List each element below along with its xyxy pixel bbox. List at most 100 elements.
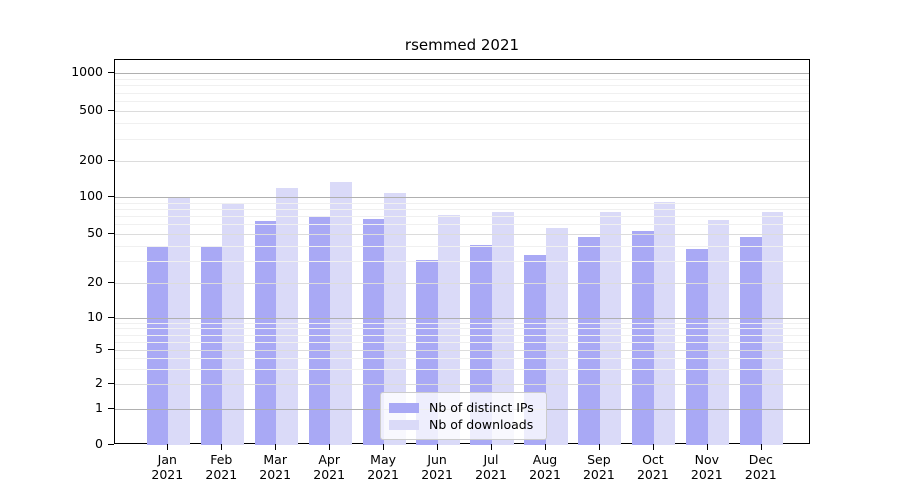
y-tick-mark-200 (108, 160, 114, 161)
bar-distinct-ips-feb (200, 245, 223, 445)
y-tick-label-500: 500 (79, 102, 103, 117)
gridlines-layer (115, 60, 809, 443)
y-tick-label-2: 2 (95, 375, 103, 390)
bar-downloads-aug (546, 228, 568, 445)
gridline-400 (115, 123, 809, 125)
gridline-6 (115, 341, 809, 343)
gridline-8 (115, 328, 809, 330)
y-tick-label-10: 10 (87, 309, 103, 324)
bar-distinct-ips-nov (686, 248, 708, 445)
y-tick-label-20: 20 (87, 274, 103, 289)
x-tick-label-jul: Jul 2021 (475, 452, 507, 482)
gridline-10 (115, 318, 809, 319)
gridline-9 (115, 322, 809, 324)
y-tick-label-1: 1 (95, 400, 103, 415)
bar-downloads-apr (330, 182, 352, 445)
bar-downloads-dec (761, 211, 784, 445)
y-tick-mark-5 (108, 349, 114, 350)
gridline-20 (115, 283, 809, 284)
y-tick-label-1000: 1000 (71, 64, 103, 79)
bar-distinct-ips-may (362, 219, 385, 445)
bar-downloads-jun (438, 215, 460, 445)
legend-label-distinct-ips: Nb of distinct IPs (429, 400, 534, 415)
gridline-700 (115, 92, 809, 94)
bar-downloads-jan (168, 196, 190, 445)
x-tick-label-may: May 2021 (367, 452, 399, 482)
y-tick-mark-20 (108, 282, 114, 283)
gridline-2 (115, 384, 809, 385)
x-tick-mark-mar (275, 444, 277, 450)
bar-downloads-mar (276, 188, 298, 445)
bar-downloads-may (384, 193, 406, 445)
y-tick-mark-10 (108, 317, 114, 318)
bar-distinct-ips-apr (308, 216, 331, 445)
y-tick-mark-1 (108, 408, 114, 409)
y-tick-label-5: 5 (95, 341, 103, 356)
legend: Nb of distinct IPs Nb of downloads (380, 392, 547, 440)
legend-entry-distinct-ips: Nb of distinct IPs (389, 399, 534, 416)
gridline-600 (115, 101, 809, 102)
legend-entry-downloads: Nb of downloads (389, 416, 534, 433)
x-tick-label-oct: Oct 2021 (636, 452, 669, 482)
gridline-500 (115, 111, 809, 112)
y-tick-label-50: 50 (87, 225, 103, 240)
y-tick-mark-1000 (108, 72, 114, 73)
gridline-3 (115, 369, 809, 370)
gridline-300 (115, 138, 809, 140)
x-tick-mark-jan (167, 444, 169, 450)
x-tick-label-aug: Aug 2021 (529, 452, 561, 482)
y-tick-mark-50 (108, 233, 114, 234)
gridline-5 (115, 350, 809, 351)
bar-distinct-ips-mar (254, 220, 277, 445)
x-tick-mark-jul (491, 444, 492, 450)
legend-label-downloads: Nb of downloads (429, 417, 534, 432)
legend-swatch-distinct-ips (389, 402, 419, 413)
y-tick-mark-100 (108, 196, 114, 197)
x-tick-label-jan: Jan 2021 (151, 452, 184, 482)
gridline-100 (115, 197, 809, 198)
y-tick-mark-2 (108, 383, 114, 384)
bar-distinct-ips-jan (146, 247, 169, 445)
x-tick-label-mar: Mar 2021 (259, 452, 292, 482)
x-tick-label-dec: Dec 2021 (744, 452, 777, 482)
gridline-50 (115, 234, 809, 235)
x-tick-mark-may (383, 444, 385, 450)
gridline-7 (115, 334, 809, 336)
bar-distinct-ips-sep (578, 237, 600, 445)
gridline-30 (115, 261, 809, 263)
x-tick-mark-dec (760, 444, 762, 450)
chart-title: rsemmed 2021 (404, 36, 520, 54)
x-tick-label-nov: Nov 2021 (690, 452, 723, 482)
gridline-70 (115, 216, 809, 217)
gridline-40 (115, 245, 809, 247)
x-tick-label-sep: Sep 2021 (582, 452, 615, 482)
gridline-80 (115, 208, 809, 210)
y-tick-label-200: 200 (79, 152, 103, 167)
y-tick-label-0: 0 (95, 436, 103, 451)
y-tick-label-100: 100 (79, 188, 103, 203)
bar-downloads-nov (707, 220, 730, 445)
x-tick-mark-oct (652, 444, 654, 450)
x-tick-mark-nov (706, 444, 708, 450)
bar-distinct-ips-oct (632, 230, 654, 445)
x-tick-label-feb: Feb 2021 (205, 452, 238, 482)
x-tick-mark-jun (437, 444, 439, 450)
gridline-800 (115, 85, 809, 87)
x-tick-label-apr: Apr 2021 (313, 452, 346, 482)
plot-area: Nb of distinct IPs Nb of downloads (114, 59, 810, 445)
gridline-1000 (115, 73, 809, 74)
gridline-200 (115, 161, 809, 162)
y-tick-mark-0 (108, 444, 114, 445)
x-tick-mark-sep (598, 444, 600, 450)
gridline-4 (115, 358, 809, 360)
x-tick-mark-apr (329, 444, 331, 450)
bar-distinct-ips-dec (740, 237, 762, 445)
legend-swatch-downloads (389, 419, 419, 430)
y-tick-mark-500 (108, 110, 114, 111)
gridline-90 (115, 202, 809, 204)
gridline-60 (115, 224, 809, 226)
gridline-900 (115, 78, 809, 80)
x-tick-mark-aug (545, 444, 546, 450)
x-tick-mark-feb (221, 444, 223, 450)
